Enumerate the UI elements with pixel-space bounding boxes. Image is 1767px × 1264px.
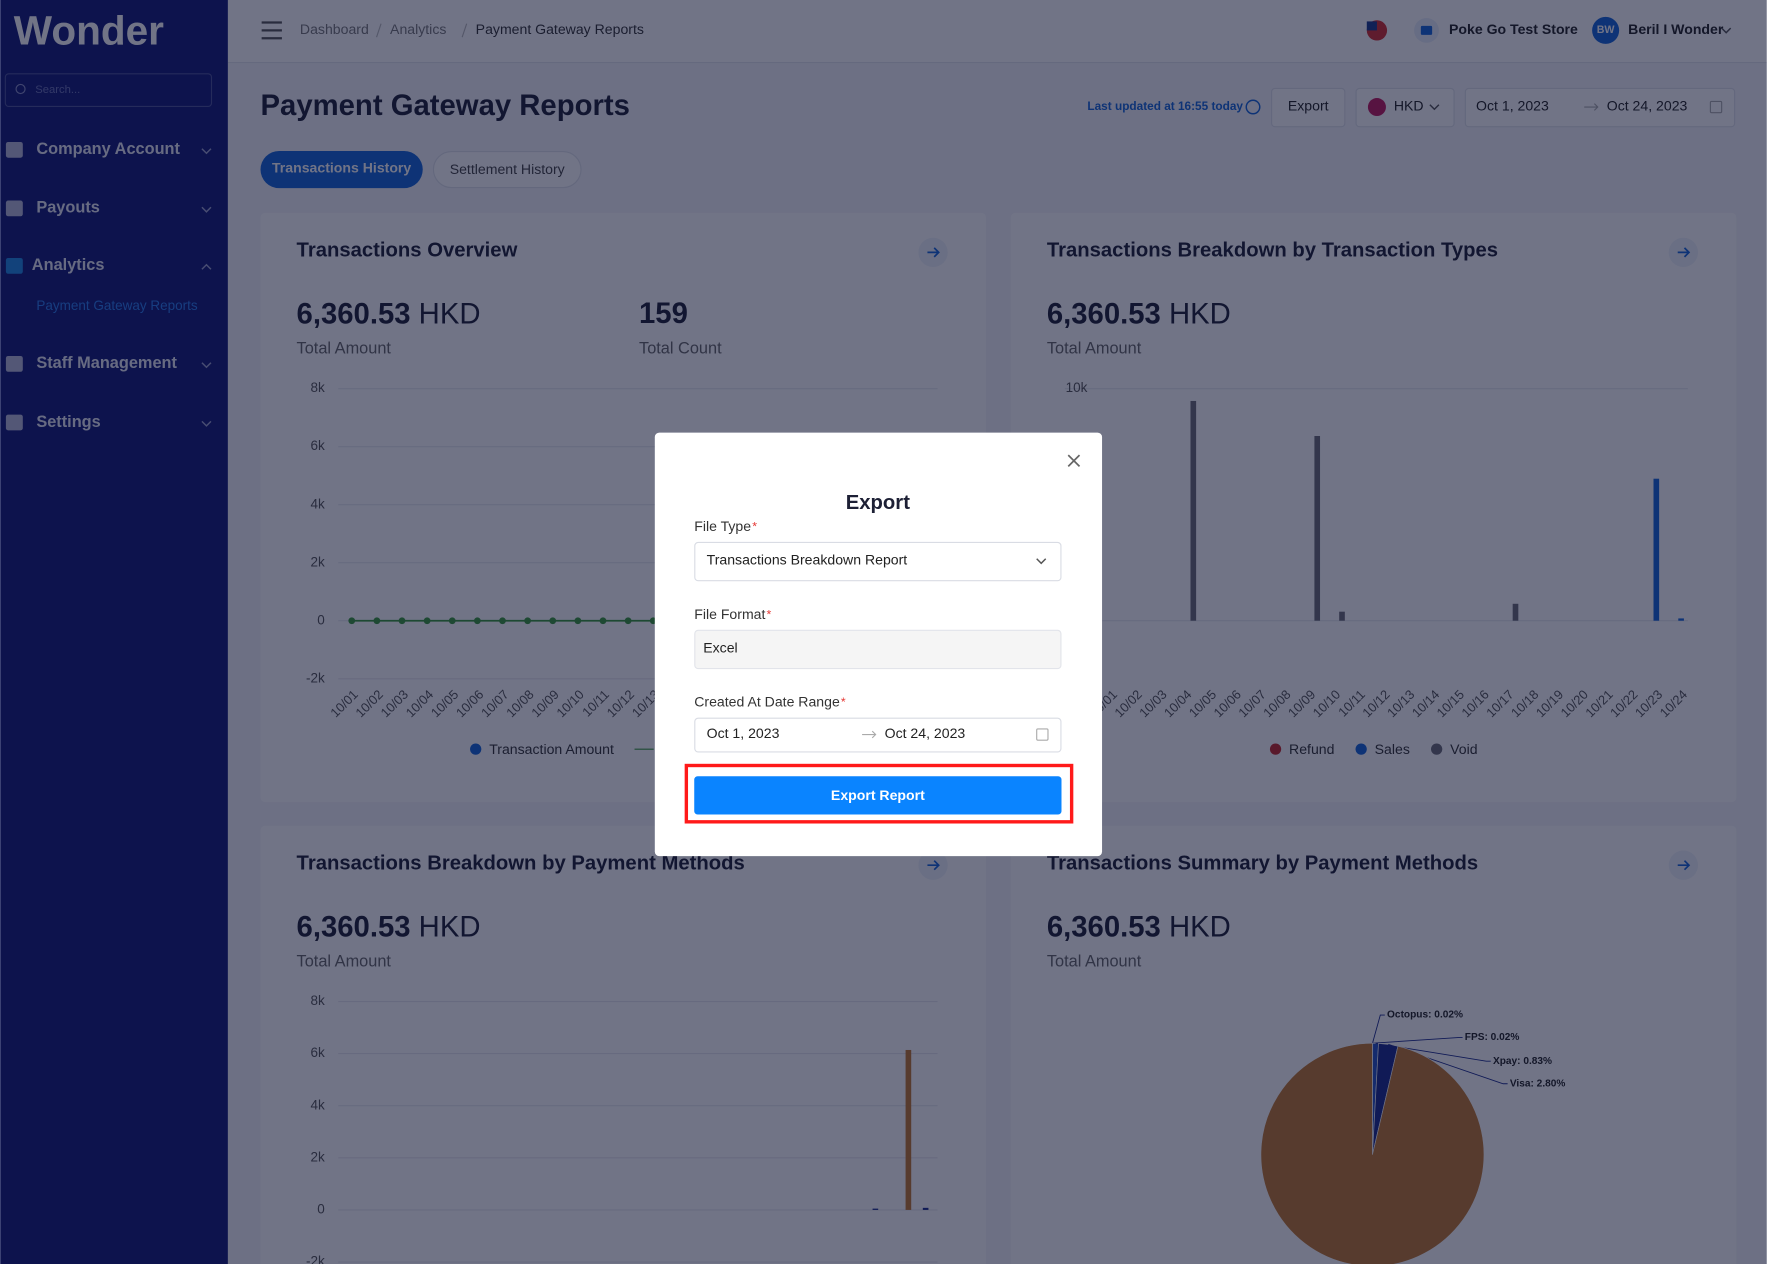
file-format-input [694, 629, 1062, 670]
range-arrow [862, 730, 877, 739]
modal-title: Export [846, 492, 910, 514]
date-to: Oct 24, 2023 [885, 725, 966, 741]
field-label: Created At Date Range [694, 694, 840, 710]
file-format-value: Excel [703, 640, 737, 656]
date-range-input[interactable] [694, 717, 1062, 753]
highlight-box [684, 763, 1074, 824]
chevron [1036, 558, 1047, 565]
field-label: File Format [694, 606, 765, 622]
close-icon[interactable] [1067, 454, 1081, 467]
file-type-select[interactable] [694, 541, 1062, 582]
required-mark: * [752, 519, 757, 533]
required-mark: * [841, 695, 846, 709]
export-report-label: Export Report [831, 787, 925, 803]
required-mark: * [767, 607, 772, 621]
file-type-value: Transactions Breakdown Report [707, 552, 908, 568]
calendar-icon [1036, 728, 1049, 741]
export-report-btn[interactable] [694, 776, 1062, 815]
field-label: File Type [694, 518, 751, 534]
date-from: Oct 1, 2023 [707, 725, 780, 741]
